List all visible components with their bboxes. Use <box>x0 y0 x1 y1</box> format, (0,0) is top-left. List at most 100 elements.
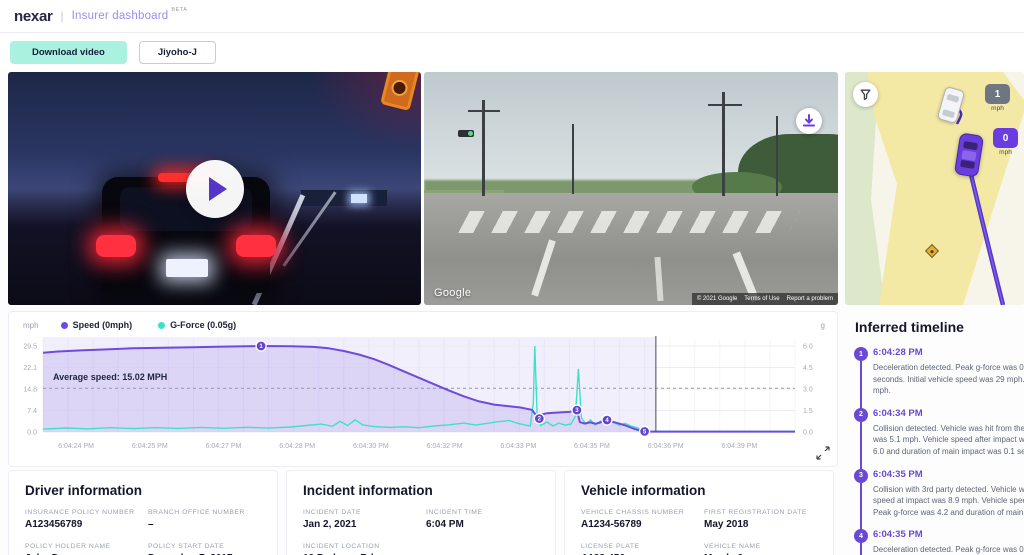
info-field: INSURANCE POLICY NUMBER A123456789 <box>25 509 138 530</box>
x-axis-tick: 6:04:33 PM <box>500 443 536 450</box>
timeline-item[interactable]: 4 6:04:35 PM Deceleration detected. Peak… <box>845 529 1024 555</box>
utility-pole <box>572 124 574 194</box>
field-value: May 2018 <box>704 519 749 530</box>
event-marker[interactable] <box>533 412 545 425</box>
card-fields: INCIDENT DATE Jan 2, 2021 INCIDENT TIME … <box>303 509 539 555</box>
field-value: John Doe <box>25 553 138 555</box>
legend-gforce[interactable]: G-Force (0.05g) <box>158 320 236 330</box>
vehicle-information-card: Vehicle information VEHICLE CHASSIS NUMB… <box>564 470 834 555</box>
street-view-panel[interactable]: Google © 2021 Google Terms of Use Report… <box>424 72 838 305</box>
card-fields: VEHICLE CHASSIS NUMBER A1234-56789 FIRST… <box>581 509 817 555</box>
x-axis-tick: 6:04:32 PM <box>427 443 463 450</box>
gforce-legend-dot <box>158 321 166 329</box>
road-surface <box>424 193 838 305</box>
speed-value: 0 <box>993 128 1018 148</box>
info-field: VEHICLE CHASSIS NUMBER A1234-56789 <box>581 509 694 530</box>
download-video-button[interactable]: Download video <box>10 40 127 64</box>
field-label: INCIDENT LOCATION <box>303 543 380 550</box>
timeline-item-description: Collision detected. Vehicle was hit from… <box>873 423 1024 456</box>
pole-crossarm <box>708 104 742 106</box>
dashcam-video-panel[interactable] <box>8 72 421 305</box>
card-title: Incident information <box>303 483 433 498</box>
x-axis-tick: 6:04:36 PM <box>648 443 684 450</box>
left-axis-unit: mph <box>23 320 39 330</box>
inferred-timeline-panel: Inferred timeline 1 6:04:28 PM Decelerat… <box>845 311 1024 555</box>
average-speed-label: Average speed: 15.02 MPH <box>53 372 167 382</box>
y-right-tick: 1.5 <box>803 408 813 415</box>
timeline-item-time: 6:04:34 PM <box>873 407 923 419</box>
speed-legend-label: Speed (0mph) <box>72 320 133 330</box>
y-left-tick: 22.1 <box>23 365 37 372</box>
terms-link[interactable]: Terms of Use <box>744 296 780 302</box>
field-value: Mazda 6 <box>704 553 817 555</box>
field-value: Jan 2, 2021 <box>303 519 357 530</box>
map-filter-button[interactable] <box>853 82 878 107</box>
speed-gforce-chart-card: mph Speed (0mph) G-Force (0.05g) g 29.5 6… <box>8 311 838 467</box>
event-marker[interactable] <box>571 404 583 416</box>
timeline-item-description: Collision with 3rd party detected. Vehic… <box>873 484 1024 517</box>
y-left-tick: 7.4 <box>27 408 37 415</box>
utility-pole <box>776 116 778 196</box>
brand-divider: | <box>60 9 64 23</box>
field-label: INCIDENT DATE <box>303 509 361 516</box>
map-panel[interactable]: 1 mph 0 mph <box>845 72 1024 305</box>
field-label: POLICY START DATE <box>148 543 225 550</box>
timeline-title: Inferred timeline <box>855 319 964 335</box>
brake-light-strip <box>158 173 214 182</box>
timeline-item-time: 6:04:35 PM <box>873 468 923 480</box>
info-field: INCIDENT TIME 6:04 PM <box>426 509 539 530</box>
media-panels-row: Google © 2021 Google Terms of Use Report… <box>0 72 1024 305</box>
expand-icon <box>816 446 830 460</box>
event-marker[interactable] <box>601 414 613 426</box>
pole-crossarm <box>468 110 500 112</box>
field-value: 6:04 PM <box>426 519 464 530</box>
report-problem-link[interactable]: Report a problem <box>786 296 833 302</box>
driver-selector-button[interactable]: Jiyoho-J <box>138 40 216 64</box>
gforce-legend-label: G-Force (0.05g) <box>170 320 237 330</box>
x-axis-tick: 6:04:30 PM <box>353 443 389 450</box>
y-left-tick: 14.8 <box>23 387 37 394</box>
timeline-item[interactable]: 1 6:04:28 PM Deceleration detected. Peak… <box>845 347 1024 410</box>
y-right-tick: 6.0 <box>803 344 813 351</box>
right-axis-unit: g <box>820 320 825 330</box>
car-window <box>963 141 978 151</box>
field-value: 10 Parkway Rd <box>303 553 416 555</box>
field-label: POLICY HOLDER NAME <box>25 543 111 550</box>
utility-pole <box>482 100 485 196</box>
chart-expand-button[interactable] <box>815 446 831 462</box>
signal-light <box>468 131 473 136</box>
legend-speed[interactable]: Speed (0mph) <box>60 320 133 330</box>
field-value: A123456789 <box>25 519 83 530</box>
street-view-download-button[interactable] <box>796 108 822 134</box>
timeline-item-description: Deceleration detected. Peak g-force was … <box>873 363 1024 396</box>
license-plate-glow <box>166 259 208 277</box>
play-button[interactable] <box>185 159 244 218</box>
event-marker-number: 2 <box>538 417 542 423</box>
timeline-item[interactable]: 3 6:04:35 PM Collision with 3rd party de… <box>845 468 1024 532</box>
field-value: December 7, 2017 <box>148 553 261 555</box>
x-axis-tick: 6:04:39 PM <box>721 443 757 450</box>
x-axis-tick: 6:04:27 PM <box>206 443 242 450</box>
traffic-signal <box>458 130 474 137</box>
y-right-tick: 4.5 <box>803 365 813 372</box>
field-value: A123-456 <box>581 553 694 555</box>
chart-legend: mph Speed (0mph) G-Force (0.05g) g <box>9 312 837 334</box>
timeline-item-number: 2 <box>854 407 868 422</box>
crosswalk-stripes <box>458 211 800 233</box>
play-icon <box>208 176 227 201</box>
y-right-tick: 0.0 <box>803 430 813 437</box>
distant-building <box>301 190 387 206</box>
event-marker[interactable] <box>255 340 267 352</box>
y-right-tick: 3.0 <box>803 387 813 394</box>
event-marker[interactable] <box>638 425 651 438</box>
info-cards-row: Driver information INSURANCE POLICY NUMB… <box>0 470 1024 555</box>
field-label: BRANCH OFFICE NUMBER <box>148 509 245 516</box>
speed-unit: mph <box>999 149 1012 156</box>
timeline-item-description: Deceleration detected. Peak g-force was … <box>873 545 1024 555</box>
google-watermark: Google <box>434 287 472 299</box>
timeline-item-number: 3 <box>854 468 868 483</box>
speed-gforce-chart[interactable]: 29.5 6.0 22.1 4.5 14.8 3.0 7.4 1.5 0.0 0.0 6:04:24… <box>9 334 837 458</box>
field-label: INSURANCE POLICY NUMBER <box>25 509 135 516</box>
field-label: VEHICLE NAME <box>704 543 761 550</box>
timeline-item[interactable]: 2 6:04:34 PM Collision detected. Vehicle… <box>845 407 1024 471</box>
